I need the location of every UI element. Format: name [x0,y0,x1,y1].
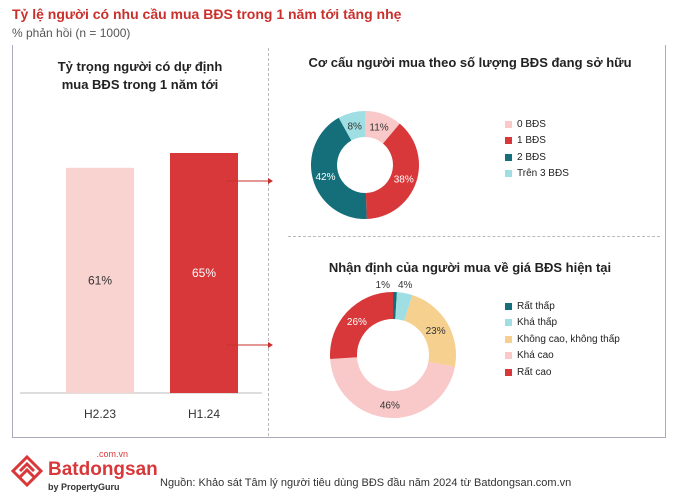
legend-swatch [505,302,512,310]
legend-item: Không cao, không thấp [505,331,620,348]
legend-label: Trên 3 BĐS [517,168,569,180]
logo-brand: Batdongsan [48,459,158,480]
donut1-legend: 0 BĐS 1 BĐS 2 BĐS Trên 3 BĐS [505,116,569,182]
slice-label: 4% [398,280,413,291]
legend-label: Khá thấp [517,317,558,329]
donut-slice-Khá thấp [395,292,413,321]
legend-swatch [505,319,512,327]
bar-H2.23 [66,167,134,393]
legend-item: 2 BĐS [505,149,569,166]
slice-label: 23% [426,326,446,337]
legend-item: 0 BĐS [505,116,569,133]
donut-slice-2 BĐS [311,117,367,220]
donut2-legend: Rất thấp Khá thấp Không cao, không thấp Khá… [505,298,620,381]
bar-label: 65% [192,266,216,280]
donut-slice-Không cao, không thấp [404,295,457,367]
bar-label: 61% [88,273,112,287]
slice-label: 8% [347,121,362,132]
legend-item: Khá thấp [505,315,620,332]
donut-slice-Khá cao [330,357,455,418]
chart-frame [12,45,666,438]
x-tick-label: H1.24 [188,407,220,421]
legend-label: 2 BĐS [517,151,546,163]
donut2-title: Nhận định của người mua về giá BĐS hiện … [328,260,612,275]
slice-label: 42% [315,172,335,183]
divider-vertical [268,48,269,436]
legend-label: Không cao, không thấp [517,333,620,345]
donut-slice-1 BĐS [365,123,419,219]
legend-swatch [505,137,512,145]
slice-label: 38% [394,174,414,185]
donut1-title: Cơ cấu người mua theo số lượng BĐS đang … [308,55,632,70]
legend-item: Trên 3 BĐS [505,166,569,183]
donut-slice-Trên 3 BĐS [338,111,365,141]
arrow-head [268,342,273,348]
legend-swatch [505,153,512,161]
legend-label: 0 BĐS [517,118,546,130]
slice-label: 11% [369,122,388,133]
legend-item: Rất thấp [505,298,620,315]
legend-item: Khá cao [505,348,620,365]
donut-slice-Rất thấp [393,292,397,320]
slice-label: 26% [347,317,367,328]
donut-slice-Rất cao [330,292,393,359]
bar-chart-title-line1: Tỷ trọng người có dự định [57,59,223,74]
legend-label: Rất thấp [517,300,555,312]
page-subtitle: % phản hồi (n = 1000) [12,26,131,40]
legend-swatch [505,335,512,343]
legend-item: 1 BĐS [505,133,569,150]
legend-label: Khá cao [517,350,554,362]
bar-chart-title: Tỷ trọng người có dự định mua BĐS trong … [20,58,260,94]
bar-chart-title-line2: mua BĐS trong 1 năm tới [61,77,219,92]
slice-label: 46% [380,400,400,411]
legend-swatch [505,352,512,360]
legend-swatch [505,368,512,376]
slice-label: 1% [376,280,391,291]
x-tick-label: H2.23 [84,407,116,421]
legend-item: Rất cao [505,364,620,381]
batdongsan-logo: .com.vn Batdongsan by PropertyGuru [10,449,158,494]
logo-tagline: by PropertyGuru [48,482,120,492]
logo-icon [10,454,44,488]
legend-label: 1 BĐS [517,135,546,147]
source-note: Nguồn: Khảo sát Tâm lý người tiêu dùng B… [160,477,572,489]
donut-slice-0 BĐS [365,111,400,144]
legend-swatch [505,170,512,178]
page-title: Tỷ lệ người có nhu cầu mua BĐS trong 1 n… [12,6,402,22]
legend-label: Rất cao [517,366,552,378]
divider-horizontal [288,236,660,237]
arrow-head [268,178,273,184]
bar-H1.24 [170,153,238,393]
legend-swatch [505,120,512,128]
logo-domain: .com.vn [96,449,128,459]
